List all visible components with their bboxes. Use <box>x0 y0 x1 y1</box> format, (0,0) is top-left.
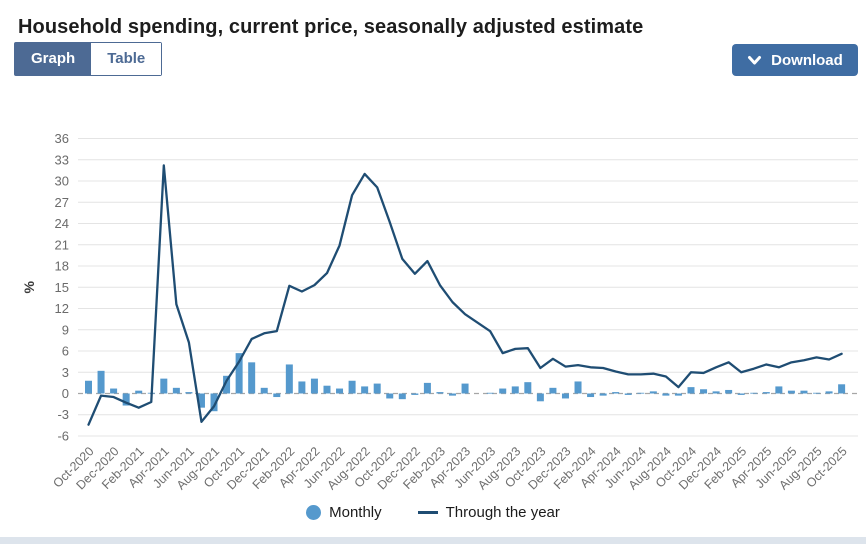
monthly-bar <box>197 393 205 408</box>
monthly-bar <box>398 393 406 400</box>
monthly-bar <box>775 386 783 394</box>
y-tick-label: 24 <box>55 216 69 231</box>
monthly-bar <box>361 386 369 394</box>
monthly-bar <box>838 384 846 394</box>
monthly-bar <box>587 393 595 398</box>
page-title: Household spending, current price, seaso… <box>18 16 644 39</box>
monthly-bar <box>223 375 231 394</box>
y-tick-label: 18 <box>55 259 69 274</box>
monthly-bar <box>135 390 143 394</box>
monthly-bar <box>737 393 745 395</box>
monthly-bar <box>499 388 507 394</box>
monthly-bar <box>486 392 494 394</box>
y-tick-label: -6 <box>57 428 69 443</box>
monthly-bar <box>386 393 394 399</box>
monthly-bar <box>549 387 557 394</box>
y-tick-label: 3 <box>62 365 69 380</box>
monthly-bar <box>536 393 544 402</box>
download-label: Download <box>771 51 843 69</box>
monthly-bar <box>323 385 331 394</box>
monthly-bar <box>787 390 795 394</box>
y-tick-label: 27 <box>55 195 69 210</box>
monthly-series-swatch <box>306 505 322 520</box>
download-button[interactable]: Download <box>732 44 858 76</box>
view-toggle: Graph Table <box>14 42 163 76</box>
monthly-bar <box>348 380 356 394</box>
y-tick-label: 12 <box>55 301 69 316</box>
legend-item-monthly[interactable]: Monthly <box>306 504 382 521</box>
monthly-bar <box>700 389 708 394</box>
monthly-bar <box>599 393 607 396</box>
monthly-bar <box>750 392 758 394</box>
monthly-bar <box>373 383 381 394</box>
through-the-year-series-swatch <box>417 511 438 514</box>
y-axis-title: % <box>21 280 37 293</box>
monthly-bar <box>461 383 469 394</box>
monthly-bar <box>423 382 431 394</box>
monthly-bar <box>185 392 193 394</box>
monthly-bar <box>662 393 670 396</box>
chevron-down-icon <box>747 55 762 66</box>
monthly-bar <box>411 393 419 395</box>
y-tick-label: 9 <box>62 322 69 337</box>
monthly-bar <box>762 392 770 394</box>
table-tab[interactable]: Table <box>91 43 162 75</box>
monthly-bar <box>649 391 657 394</box>
monthly-bar <box>674 393 682 396</box>
monthly-bar <box>310 378 318 394</box>
y-tick-label: 36 <box>55 131 69 146</box>
monthly-bar <box>298 381 306 394</box>
y-tick-label: 33 <box>55 152 69 167</box>
monthly-bar <box>160 378 168 394</box>
monthly-bar <box>825 391 833 394</box>
monthly-bar <box>574 381 582 394</box>
y-tick-label: 15 <box>55 280 69 295</box>
y-tick-label: -3 <box>57 407 69 422</box>
y-tick-label: 6 <box>62 344 69 359</box>
page-bottom-strip <box>0 537 866 544</box>
monthly-bar <box>110 388 118 394</box>
through-the-year-legend-label: Through the year <box>445 504 560 521</box>
monthly-legend-label: Monthly <box>329 504 382 521</box>
graph-tab[interactable]: Graph <box>15 43 92 75</box>
through-the-year-line <box>87 164 843 426</box>
monthly-bar <box>436 392 444 394</box>
y-tick-label: 0 <box>62 386 69 401</box>
monthly-bar <box>712 391 720 394</box>
monthly-bar <box>687 387 695 394</box>
y-tick-label: 21 <box>55 237 69 252</box>
monthly-bar <box>172 387 180 394</box>
monthly-bar <box>511 386 519 394</box>
y-tick-label: 30 <box>55 174 69 189</box>
monthly-bar <box>273 393 281 398</box>
monthly-bar <box>612 392 620 394</box>
monthly-bar <box>637 392 645 394</box>
monthly-bar <box>122 393 130 406</box>
monthly-bar <box>260 387 268 394</box>
chart-legend: Monthly Through the year <box>0 504 866 521</box>
monthly-bar <box>813 392 821 394</box>
monthly-bar <box>624 393 632 395</box>
monthly-bar <box>210 393 218 412</box>
monthly-bar <box>85 380 92 394</box>
monthly-bar <box>235 353 243 394</box>
legend-item-through-the-year[interactable]: Through the year <box>417 504 560 521</box>
monthly-bar <box>524 382 532 394</box>
monthly-bar <box>285 364 293 394</box>
monthly-bar <box>336 388 344 394</box>
monthly-bar <box>449 393 457 396</box>
monthly-bar <box>248 362 256 394</box>
monthly-bar <box>97 370 105 394</box>
monthly-bar <box>561 393 569 399</box>
monthly-bar <box>800 390 808 394</box>
monthly-bar <box>725 389 733 394</box>
